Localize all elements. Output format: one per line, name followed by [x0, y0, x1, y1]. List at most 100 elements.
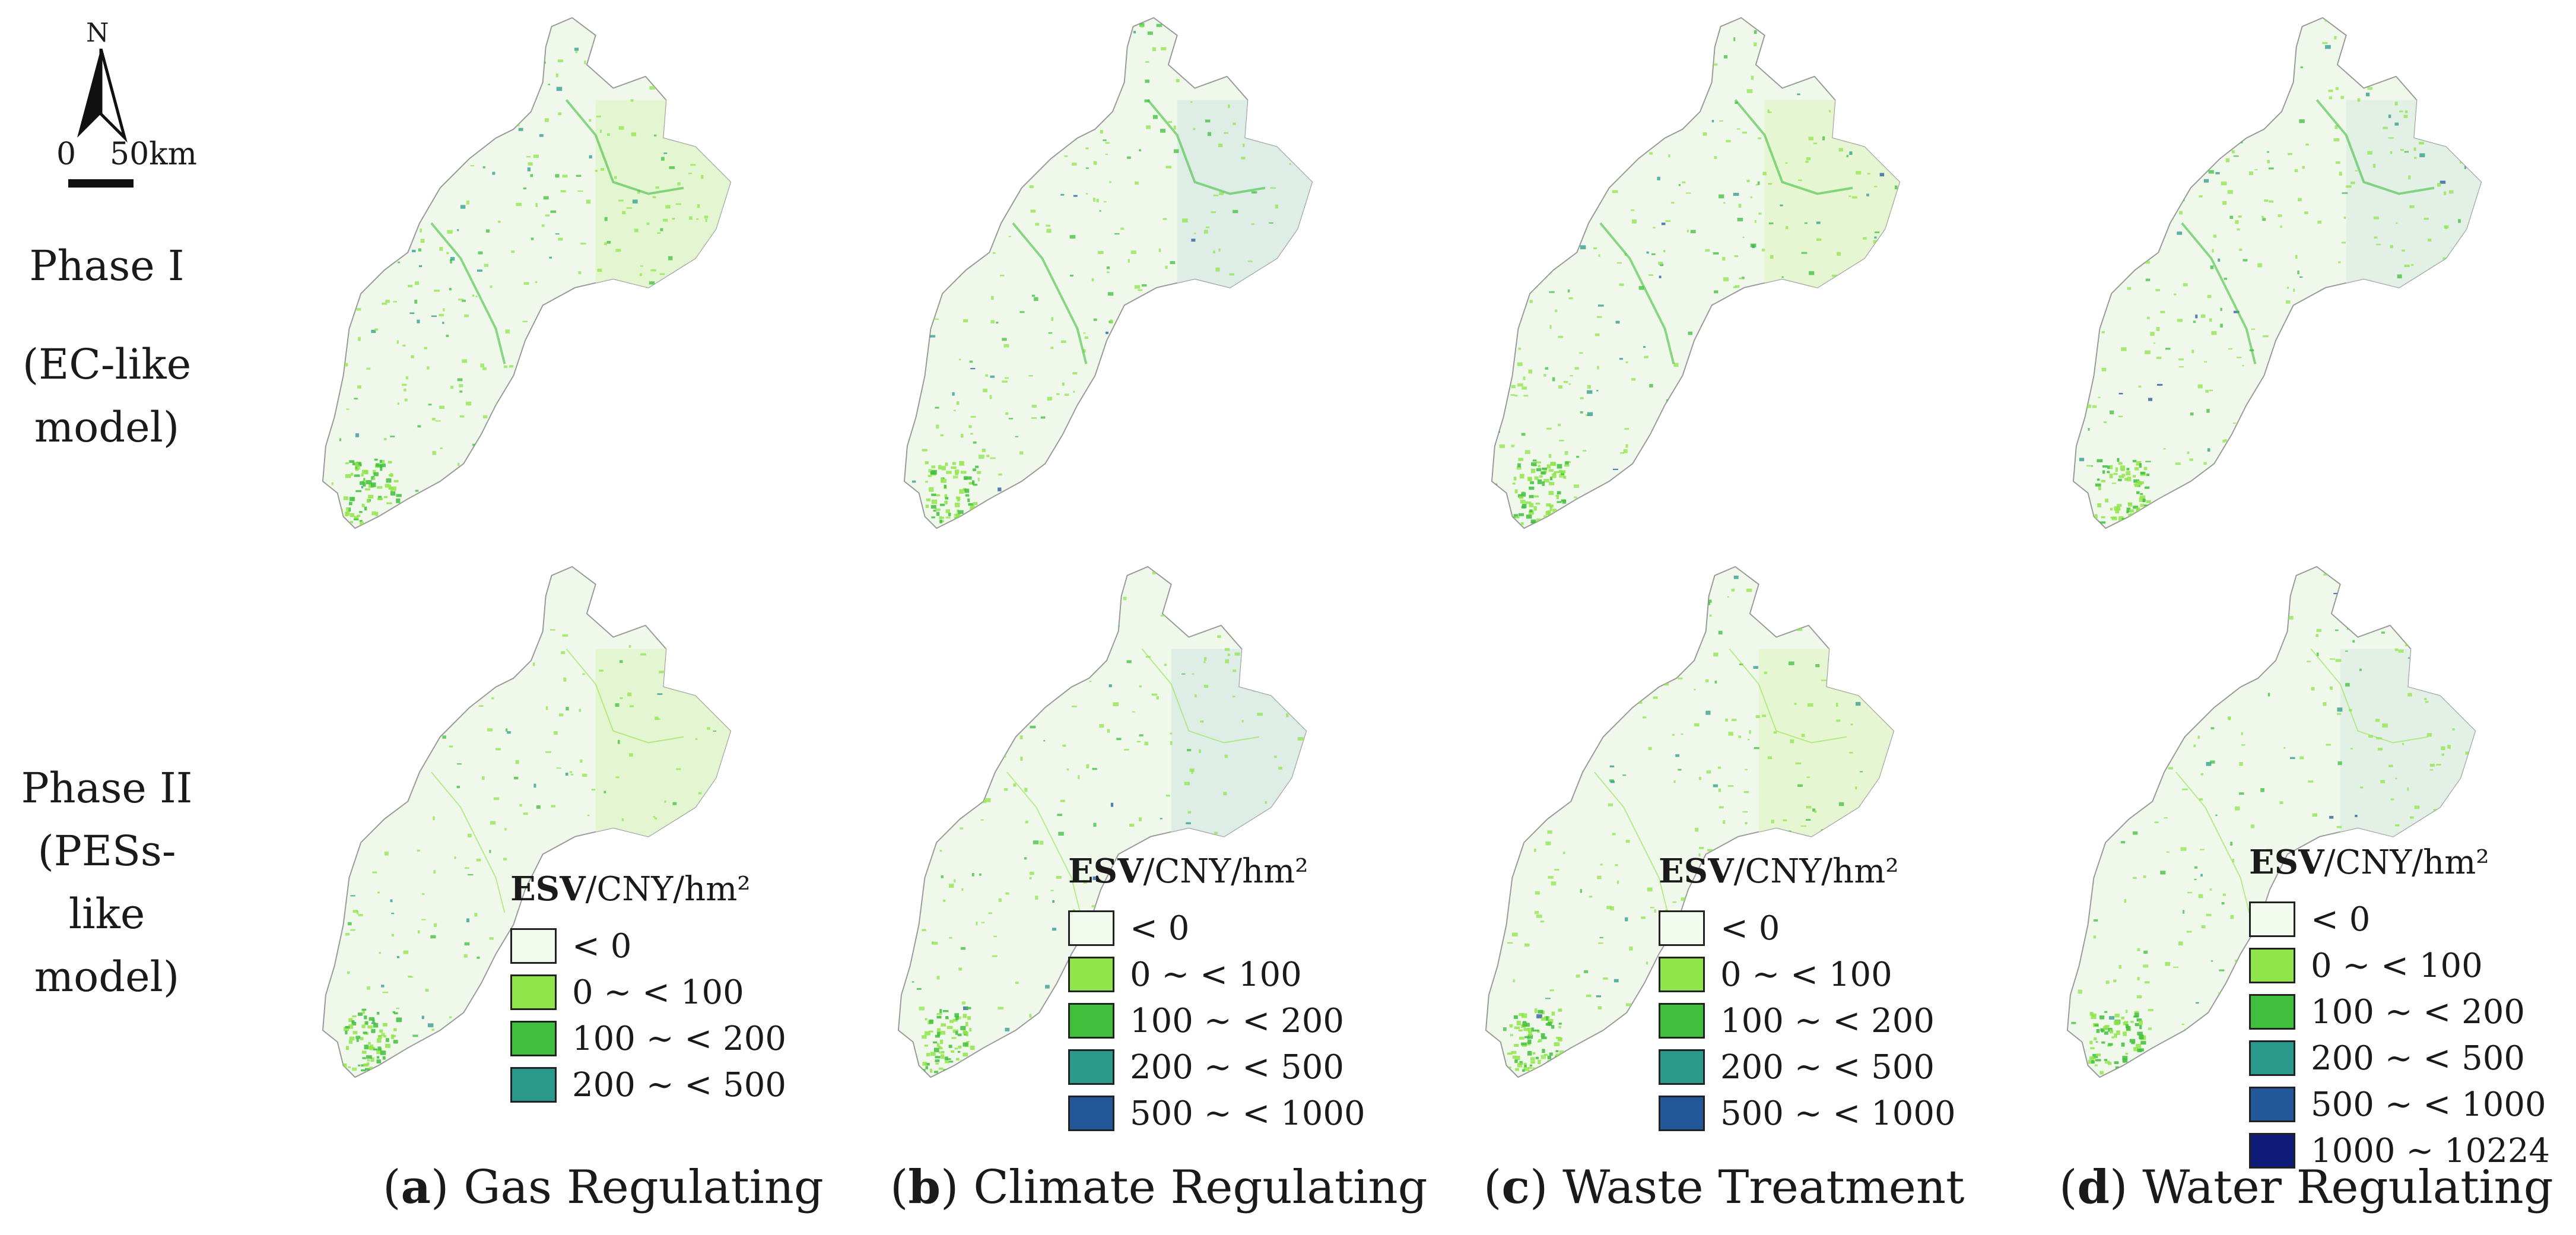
esv-pixel	[2207, 294, 2212, 299]
esv-pixel	[967, 1016, 971, 1020]
esv-pixel	[948, 513, 951, 516]
esv-pixel	[1606, 906, 1612, 909]
esv-pixel	[378, 1035, 382, 1039]
esv-pixel	[970, 368, 976, 370]
esv-pixel	[1610, 780, 1615, 783]
esv-pixel	[2346, 185, 2352, 188]
esv-pixel	[1874, 231, 1880, 233]
esv-pixel	[1841, 430, 1847, 434]
esv-pixel	[2224, 460, 2227, 463]
caption-title: Water Regulating	[2142, 1161, 2553, 1214]
esv-pixel	[1576, 456, 1580, 458]
esv-pixel	[525, 657, 529, 660]
esv-pixel	[712, 494, 716, 497]
esv-pixel	[2366, 499, 2371, 501]
esv-pixel	[607, 429, 611, 433]
esv-pixel	[1535, 81, 1539, 83]
esv-pixel	[1706, 770, 1711, 774]
esv-pixel	[675, 484, 679, 487]
esv-pixel	[1558, 1023, 1562, 1025]
esv-pixel	[924, 1031, 930, 1036]
esv-pixel	[389, 75, 393, 78]
esv-pixel	[673, 465, 679, 470]
esv-pixel	[1263, 623, 1267, 624]
esv-pixel	[354, 474, 360, 477]
esv-pixel	[932, 941, 938, 945]
esv-pixel	[1631, 219, 1637, 224]
esv-pixel	[414, 300, 418, 304]
esv-pixel	[1133, 351, 1136, 355]
esv-pixel	[1516, 1021, 1521, 1026]
esv-pixel	[933, 318, 939, 320]
esv-pixel	[640, 265, 643, 267]
esv-pixel	[1139, 23, 1145, 27]
esv-pixel	[424, 347, 428, 350]
esv-pixel	[630, 705, 634, 707]
esv-pixel	[2085, 99, 2090, 101]
esv-pixel	[1257, 414, 1259, 416]
esv-pixel	[2367, 316, 2370, 318]
esv-pixel	[654, 817, 658, 820]
esv-pixel	[1694, 723, 1700, 727]
esv-pixel	[1091, 905, 1096, 907]
esv-pixel	[2450, 497, 2454, 500]
esv-pixel	[948, 1061, 954, 1063]
esv-pixel	[1096, 198, 1099, 202]
esv-pixel	[1542, 481, 1545, 486]
legend-item: < 0	[1068, 905, 1365, 951]
esv-pixel	[952, 462, 956, 465]
study-region-map	[1491, 17, 1901, 529]
esv-pixel	[1004, 703, 1009, 706]
esv-pixel	[482, 367, 487, 370]
esv-pixel	[1184, 782, 1190, 786]
esv-pixel	[2299, 119, 2305, 123]
esv-pixel	[647, 336, 649, 341]
esv-pixel	[1047, 396, 1053, 401]
esv-pixel	[1644, 355, 1648, 358]
esv-pixel	[1755, 715, 1760, 718]
legend-label: 100 ~ < 200	[2311, 992, 2526, 1031]
esv-pixel	[2445, 397, 2451, 400]
esv-pixel	[627, 692, 632, 697]
esv-pixel	[1251, 324, 1254, 327]
esv-pixel	[2099, 700, 2102, 701]
map-b-phase-2	[837, 561, 1371, 1083]
esv-pixel	[1515, 1068, 1519, 1071]
esv-pixel	[2091, 465, 2094, 467]
esv-pixel	[1559, 1050, 1564, 1055]
esv-pixel	[1558, 335, 1564, 338]
esv-pixel	[2093, 28, 2098, 31]
esv-pixel	[1785, 329, 1787, 334]
esv-pixel	[491, 697, 494, 700]
esv-pixel	[366, 265, 370, 267]
esv-pixel	[988, 912, 992, 915]
esv-pixel	[1665, 443, 1670, 446]
esv-pixel	[1559, 474, 1565, 478]
esv-pixel	[393, 480, 399, 482]
esv-pixel	[2276, 446, 2282, 450]
esv-pixel	[2333, 138, 2340, 142]
esv-pixel	[935, 1059, 940, 1062]
esv-pixel	[1848, 195, 1851, 197]
esv-pixel	[404, 515, 409, 518]
esv-pixel	[2272, 429, 2276, 433]
esv-pixel	[2342, 317, 2348, 321]
esv-pixel	[390, 1034, 395, 1039]
esv-pixel	[1162, 218, 1167, 220]
esv-pixel	[1578, 217, 1584, 219]
esv-pixel	[968, 425, 972, 428]
esv-pixel	[331, 138, 335, 142]
esv-pixel	[965, 1007, 971, 1009]
legend-item: < 0	[510, 923, 786, 969]
esv-pixel	[948, 39, 954, 43]
esv-pixel	[446, 335, 449, 337]
esv-pixel	[2235, 1049, 2242, 1052]
esv-pixel	[1251, 191, 1257, 194]
esv-pixel	[1168, 120, 1172, 123]
esv-pixel	[417, 319, 420, 323]
esv-pixel	[652, 196, 656, 198]
esv-pixel	[1064, 393, 1069, 396]
esv-pixel	[1552, 473, 1557, 478]
esv-pixel	[2390, 151, 2393, 154]
esv-pixel	[1011, 83, 1017, 86]
